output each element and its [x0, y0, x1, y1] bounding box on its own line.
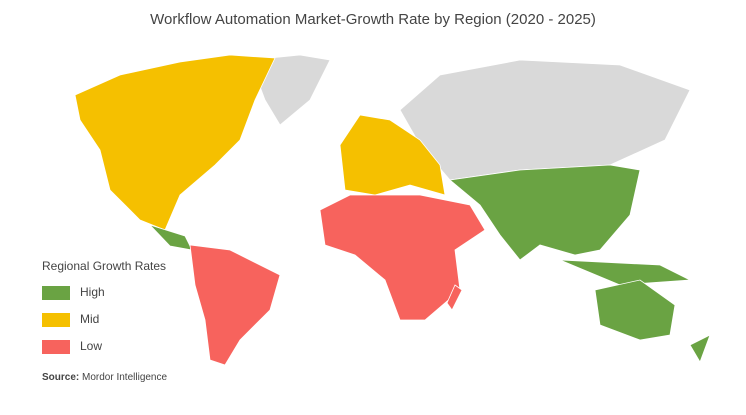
africa-middle-east — [319, 194, 486, 321]
asia — [449, 164, 641, 261]
legend-swatch — [42, 313, 70, 327]
greenland — [249, 54, 331, 126]
legend-label: High — [80, 285, 105, 299]
russia — [399, 59, 691, 181]
legend-swatch — [42, 340, 70, 354]
legend-label: Low — [80, 339, 102, 353]
new-zealand — [689, 334, 711, 363]
source-label: Source: — [42, 372, 79, 383]
world-map — [74, 54, 711, 366]
madagascar — [446, 284, 463, 311]
southeast-asia — [559, 259, 692, 286]
legend-title: Regional Growth Rates — [42, 259, 166, 273]
legend-label: Mid — [80, 312, 99, 326]
europe — [339, 114, 446, 196]
south-america — [189, 244, 281, 366]
title: Workflow Automation Market-Growth Rate b… — [150, 11, 596, 28]
north-america — [74, 54, 276, 231]
central-america — [149, 224, 193, 251]
source-text: Mordor Intelligence — [82, 372, 167, 383]
legend: High Mid Low — [42, 285, 105, 354]
legend-swatch — [42, 286, 70, 300]
australia — [594, 279, 676, 341]
source: Source: Mordor Intelligence — [42, 372, 167, 383]
